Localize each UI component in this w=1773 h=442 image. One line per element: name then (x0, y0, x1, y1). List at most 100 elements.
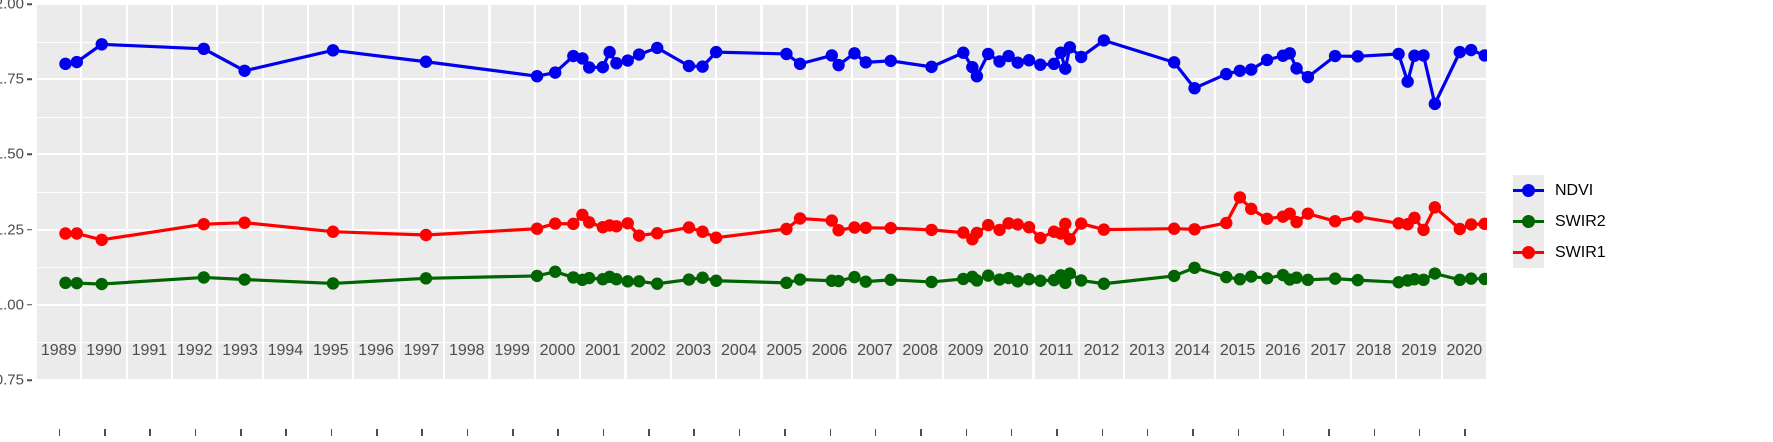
data-point (1453, 273, 1466, 287)
data-point (651, 277, 664, 290)
data-point (1167, 222, 1181, 235)
data-point (682, 59, 696, 73)
x-axis-tick-label: 1990 (86, 342, 122, 359)
x-axis-tick-label: 1992 (176, 342, 213, 359)
x-axis-tick-label: 2010 (993, 342, 1029, 359)
data-point (530, 69, 544, 83)
data-point (970, 69, 984, 83)
x-axis-tick-label: 1995 (312, 342, 349, 359)
x-axis-tick-label: 2017 (1310, 342, 1347, 359)
x-axis-tick-mark (240, 429, 242, 436)
x-axis-tick-mark (874, 429, 877, 436)
data-point (1478, 49, 1487, 62)
x-axis-tick-mark (784, 429, 786, 436)
gridline-vertical (216, 4, 219, 380)
data-point (548, 217, 562, 230)
data-point (59, 276, 72, 290)
series-ndvi (59, 34, 1487, 111)
gridline-vertical (1304, 4, 1307, 380)
data-point (1328, 214, 1342, 228)
data-point (1408, 211, 1421, 225)
gridline-vertical (851, 4, 854, 380)
data-point (1011, 275, 1024, 288)
x-axis-tick-label: 1997 (403, 342, 440, 359)
data-point (1220, 67, 1233, 81)
x-axis-tick-label: 2013 (1129, 342, 1165, 359)
data-point (651, 41, 664, 55)
data-point (1188, 223, 1201, 236)
data-point (1301, 273, 1315, 287)
legend-dot (1522, 246, 1535, 259)
data-point (1301, 70, 1315, 84)
legend-key-swatch (1513, 175, 1544, 206)
data-point (582, 271, 596, 285)
x-axis-tick-label: 2007 (857, 342, 893, 359)
data-point (1408, 273, 1421, 286)
gridline-vertical (125, 4, 128, 380)
data-point (1351, 273, 1364, 287)
gridline-vertical (579, 4, 582, 380)
data-point (95, 233, 108, 247)
data-point (1054, 227, 1067, 240)
legend-key-swatch (1513, 237, 1544, 268)
data-point (1260, 53, 1274, 67)
data-point (1245, 63, 1258, 76)
data-point (95, 38, 108, 51)
data-point (993, 223, 1006, 237)
data-point (610, 57, 623, 70)
x-axis-tick-label: 2006 (811, 342, 848, 359)
data-point (696, 271, 709, 284)
data-point (1097, 223, 1111, 236)
data-point (1351, 210, 1364, 223)
data-point (621, 54, 634, 67)
data-point (1047, 57, 1061, 71)
x-axis-tick-label: 2004 (721, 342, 757, 359)
gridline-vertical (170, 4, 174, 380)
data-point (548, 265, 562, 278)
data-point (596, 60, 609, 74)
y-axis-tick-mark (27, 153, 32, 156)
data-point (1428, 201, 1442, 214)
data-point (326, 225, 340, 238)
plot-panel: 1989 1990 1991 1992 1993 1994 1995 1996 1997 1998… (36, 4, 1487, 380)
x-axis-tick-mark (512, 429, 514, 436)
data-point (957, 46, 970, 59)
y-axis-tick-mark (27, 3, 32, 5)
data-point (1167, 56, 1181, 69)
data-point (780, 222, 793, 236)
data-point (859, 275, 872, 288)
x-axis-tick-label: 2005 (766, 342, 802, 359)
x-axis-tick-mark (1101, 429, 1104, 436)
data-point (621, 275, 634, 288)
x-axis-tick-mark (1418, 429, 1421, 436)
x-axis-tick-mark (1056, 429, 1058, 436)
data-point (197, 42, 210, 56)
data-point (238, 64, 251, 77)
gridline-vertical (760, 4, 763, 380)
gridline-vertical (397, 4, 400, 380)
data-point (197, 217, 210, 231)
legend-item-swir2[interactable]: SWIR2 (1513, 206, 1606, 237)
data-point (1245, 202, 1258, 216)
data-point (1011, 56, 1024, 69)
data-point (696, 60, 709, 73)
x-axis-tick-mark (693, 429, 695, 436)
legend-item-ndvi[interactable]: NDVI (1513, 175, 1606, 206)
data-point (925, 223, 938, 237)
gridline-vertical (1440, 4, 1443, 380)
x-axis-tick-mark (602, 429, 605, 436)
gridline-vertical (1259, 4, 1262, 380)
data-point (326, 44, 340, 57)
x-axis-tick-label: 2020 (1446, 342, 1483, 359)
data-point (197, 271, 210, 284)
data-point (1074, 274, 1088, 287)
data-point (793, 273, 807, 286)
x-axis-tick-label: 2003 (675, 342, 712, 359)
data-point (709, 274, 723, 287)
legend-item-swir1[interactable]: SWIR1 (1513, 237, 1606, 268)
gridline-vertical (1077, 4, 1080, 380)
data-point (1301, 207, 1315, 220)
data-point (848, 270, 861, 284)
data-point (610, 273, 623, 286)
x-axis-tick-mark (920, 429, 922, 436)
